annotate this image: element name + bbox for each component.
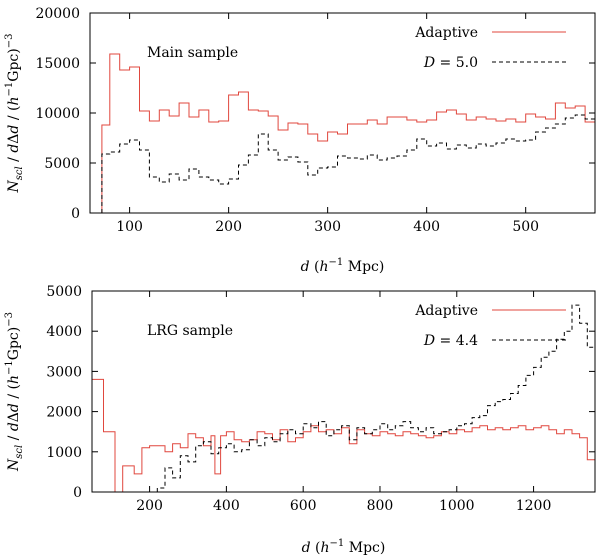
y-tick-label: 3000: [46, 364, 82, 380]
plot-frame: [91, 290, 596, 493]
y-tick-label: 5000: [44, 156, 80, 172]
panel-annotation: LRG sample: [147, 323, 233, 339]
y-tick-label: 1000: [46, 445, 82, 461]
x-tick-label: 400: [213, 498, 240, 514]
y-tick-label: 0: [73, 485, 82, 501]
y-axis-label: Nscl / dΔd / (h−1Gpc)−3: [4, 34, 25, 194]
x-tick-label: 200: [136, 498, 163, 514]
y-tick-label: 20000: [35, 6, 80, 22]
fixed-d-series-line: [156, 304, 595, 492]
x-tick-label: 800: [367, 498, 394, 514]
legend-label-fixed-d: D = 5.0: [423, 55, 478, 71]
x-tick-label: 400: [413, 219, 440, 235]
adaptive-series-line: [101, 53, 595, 213]
plot-frame: [89, 12, 596, 214]
fixed-d-series-line: [101, 114, 595, 213]
x-tick-label: 600: [290, 498, 317, 514]
y-tick-label: 5000: [46, 284, 82, 300]
x-tick-label: 300: [314, 219, 341, 235]
lrg-sample-panel: 200 400 600 800 1000 1200 0 1000 2000 3000 4000 500…: [4, 284, 596, 556]
y-tick-label: 2000: [46, 405, 82, 421]
x-tick-label: 100: [116, 219, 143, 235]
x-tick-label: 1200: [516, 498, 552, 514]
x-axis-label: d (h−1 Mpc): [302, 538, 386, 556]
y-tick-label: 15000: [35, 56, 80, 72]
x-tick-label: 1000: [439, 498, 475, 514]
adaptive-series-line: [92, 378, 595, 492]
y-tick-label: 4000: [46, 324, 82, 340]
y-tick-label: 10000: [35, 106, 80, 122]
panel-annotation: Main sample: [147, 45, 238, 61]
y-axis-label: Nscl / dΔd / (h−1Gpc)−3: [4, 312, 25, 472]
x-tick-label: 200: [215, 219, 242, 235]
x-tick-label: 500: [512, 219, 539, 235]
x-axis-label: d (h−1 Mpc): [301, 257, 385, 275]
legend-label-adaptive: Adaptive: [414, 25, 478, 41]
legend-label-fixed-d: D = 4.4: [423, 333, 478, 349]
legend-label-adaptive: Adaptive: [414, 303, 478, 319]
y-tick-label: 0: [71, 206, 80, 222]
